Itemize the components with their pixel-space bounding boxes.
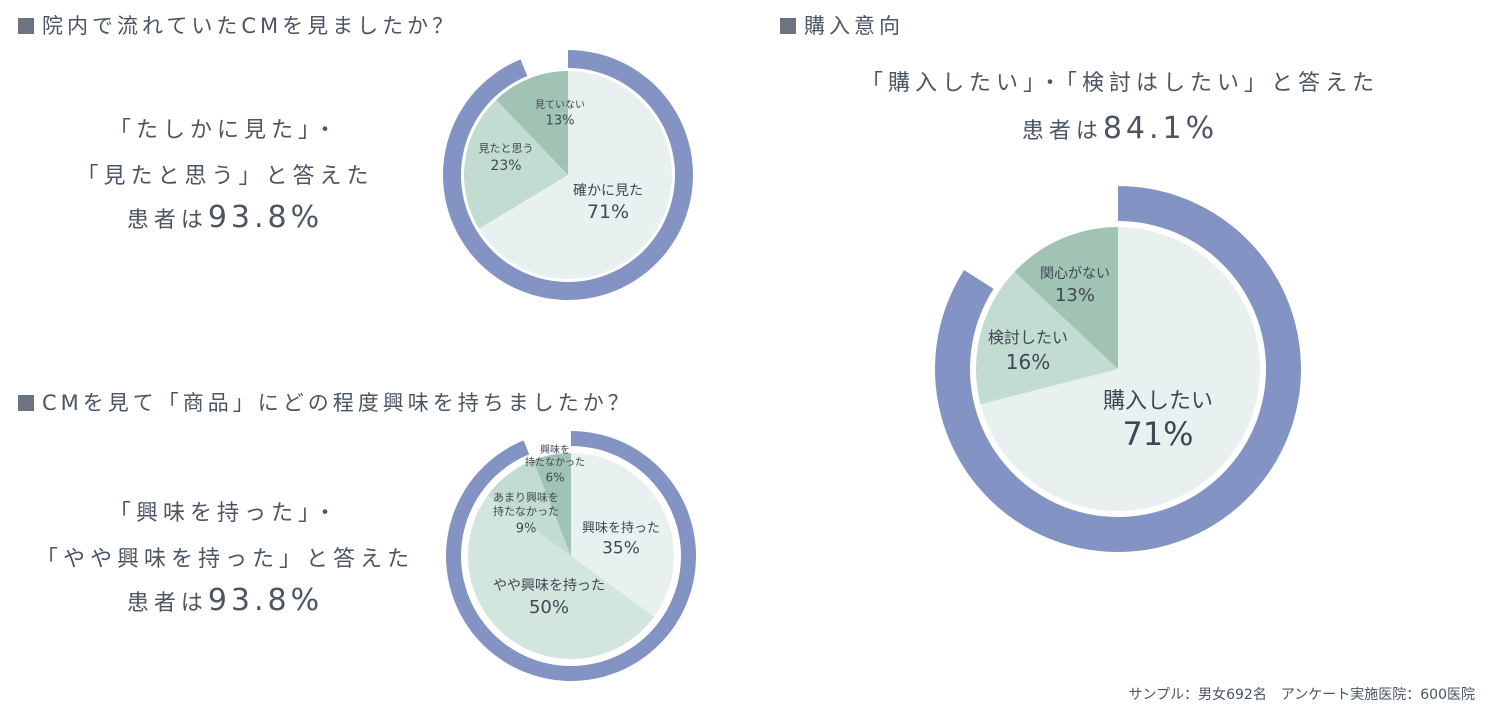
pie-slice — [487, 460, 571, 556]
slice-label: 確かに見た — [573, 183, 643, 199]
pie-slice — [571, 453, 674, 617]
slice-value-label: 6% — [545, 471, 564, 485]
slice-value-label: 9% — [516, 521, 537, 536]
slice-label: 持たなかった — [493, 504, 559, 518]
pie-slice — [464, 99, 568, 229]
slice-value-label: 50% — [529, 597, 569, 618]
pie-slice — [533, 453, 571, 556]
section-heading-cm-seen: 院内で流れていたCMを見ましたか？ — [18, 10, 457, 40]
footer-note: サンプル：男女692名 アンケート実施医院：600医院 — [1128, 687, 1475, 703]
section-heading-purchase: 購入意向 — [780, 10, 904, 40]
slice-value-label: 16% — [1006, 350, 1050, 374]
slice-value-label: 13% — [1055, 285, 1095, 306]
slice-value-label: 71% — [587, 201, 629, 223]
square-bullet-icon — [18, 395, 34, 411]
chart-interest: 興味を持った35%やや興味を持った50%あまり興味を持たなかった9%興味を持たな… — [446, 431, 696, 681]
slice-label: 見たと思う — [479, 142, 534, 155]
pie-slice — [478, 71, 672, 279]
pie-slice — [1014, 227, 1118, 369]
slice-value-label: 71% — [1122, 415, 1193, 453]
slice-label: 持たなかった — [525, 456, 585, 469]
slice-label: 検討したい — [988, 328, 1068, 347]
slice-label: やや興味を持った — [493, 578, 605, 594]
square-bullet-icon — [18, 18, 34, 34]
summary-cm-seen: 「たしかに見た」・ 「見たと思う」と答えた 患者は93.8% — [76, 118, 374, 235]
slice-label: 見ていない — [535, 99, 585, 111]
slice-label: あまり興味を — [493, 491, 559, 504]
slice-label: 関心がない — [1040, 266, 1110, 282]
pie-slice — [980, 227, 1260, 511]
summary-purchase: 「購入したい」・「検討はしたい」と答えた 患者は84.1% — [860, 71, 1379, 146]
pie-slice — [468, 495, 655, 659]
slice-value-label: 23% — [490, 158, 521, 174]
summary-interest: 「興味を持った」・ 「やや興味を持った」と答えた 患者は93.8% — [35, 501, 414, 618]
slice-label: 興味を持った — [582, 521, 660, 536]
slice-label: 興味を — [540, 444, 570, 456]
chart-cm-seen: 確かに見た 71% 見たと思う 23% 見ていない 13% — [443, 50, 693, 300]
slice-value-label: 35% — [602, 538, 640, 558]
square-bullet-icon — [780, 18, 796, 34]
section-heading-interest: CMを見て「商品」にどの程度興味を持ちましたか？ — [18, 387, 633, 417]
pie-slice — [496, 71, 568, 175]
slice-value-label: 13% — [546, 113, 575, 128]
pie-slice — [976, 271, 1118, 405]
slice-label: 購入したい — [1103, 389, 1213, 414]
